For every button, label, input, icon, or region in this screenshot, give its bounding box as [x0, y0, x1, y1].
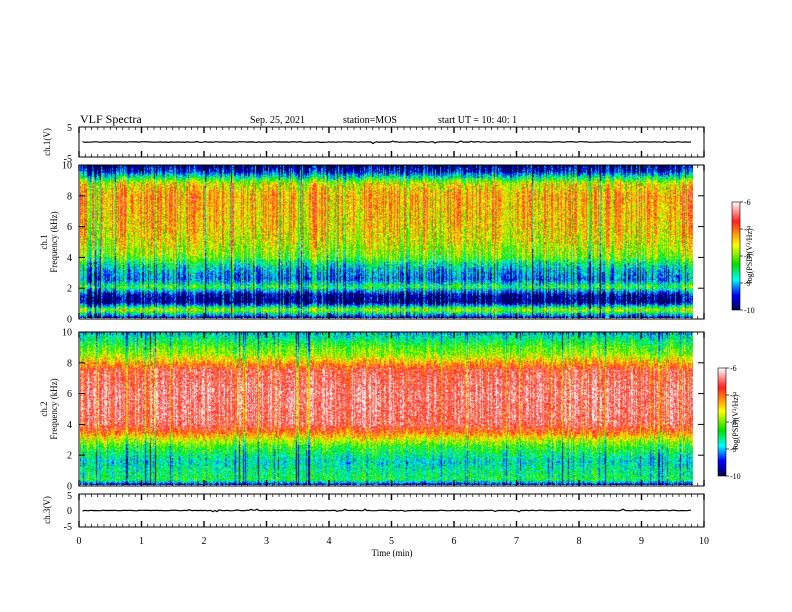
colorbar-tick-label: -10 [744, 306, 755, 315]
ch2-colorbar-label: log(PSD)(V²/Hz) [731, 394, 740, 450]
freq-tick-label: 6 [67, 222, 72, 233]
ch1-waveform-trace [82, 140, 692, 145]
time-tick-label: 4 [327, 536, 332, 547]
ch1-spectrogram-image [80, 165, 693, 318]
colorbar-tick-label: -7 [730, 391, 737, 400]
ch1-spectrogram-image-wrap [80, 165, 693, 318]
time-tick-label: 2 [202, 536, 207, 547]
colorbar-tick-label: -8 [730, 418, 737, 427]
ch3-ytick-top: 5 [67, 491, 72, 502]
ch3-waveform-trace [82, 508, 692, 513]
ch2-spectrogram-image-wrap [80, 332, 693, 485]
time-tick-label: 10 [699, 536, 709, 547]
time-tick-label: 0 [77, 536, 82, 547]
time-tick-label: 8 [577, 536, 582, 547]
ch1-colorbar [731, 201, 741, 311]
ch1-spectrogram-panel: 0 2 4 6 8 10 ch.1 Frequency (kHz) -6 -7 -8 -9 -10… [39, 161, 755, 326]
ch3-ytick-mid: 0 [67, 506, 72, 517]
date-label: Sep. 25, 2021 [250, 115, 305, 126]
ch2-spectrogram-yticks: 0 2 4 6 8 10 [62, 328, 704, 493]
ch1-spectrogram-yticks: 0 2 4 6 8 10 [62, 161, 704, 326]
freq-tick-label: 8 [67, 191, 72, 202]
ch1-spectrogram-ylabel-channel: ch.1 [39, 234, 49, 249]
time-tick-label: 7 [514, 536, 519, 547]
ch1-waveform-ylabel: ch.1(V) [42, 128, 52, 156]
ch1-spectrogram-ylabel-frequency: Frequency (kHz) [49, 211, 59, 272]
ch1-colorbar-ticks: -6 -7 -8 -9 -10 [740, 198, 755, 315]
freq-tick-label: 2 [67, 451, 72, 462]
ch3-waveform-ylabel: ch.3(V) [42, 496, 52, 524]
freq-tick-label: 6 [67, 389, 72, 400]
start-time-label: start UT = 10: 40: 1 [438, 115, 517, 126]
ch2-spectrogram-ylabel-frequency: Frequency (kHz) [49, 378, 59, 439]
figure-title: VLF Spectra [80, 112, 142, 126]
freq-tick-label: 0 [67, 315, 72, 326]
time-tick-label: 5 [389, 536, 394, 547]
freq-tick-label: 0 [67, 482, 72, 493]
time-tick-label: 6 [452, 536, 457, 547]
ch1-ytick-bottom: -5 [64, 154, 72, 165]
time-axis-tick-labels: 0 1 2 3 4 5 6 7 8 9 10 [77, 536, 710, 547]
colorbar-tick-label: -8 [744, 252, 751, 261]
ch2-spectrogram-ylabel-channel: ch.2 [39, 401, 49, 416]
time-axis-label: Time (min) [372, 548, 413, 558]
freq-tick-label: 10 [62, 161, 72, 172]
freq-tick-label: 10 [62, 328, 72, 339]
time-axis-ticks [78, 127, 705, 527]
ch2-spectrogram-panel: 0 2 4 6 8 10 ch.2 Frequency (kHz) -6 -7 -8 -9 -10… [39, 328, 741, 493]
ch2-colorbar [717, 367, 727, 477]
station-label: station=MOS [343, 115, 397, 126]
time-tick-label: 9 [639, 536, 644, 547]
colorbar-tick-label: -10 [730, 472, 741, 481]
time-tick-label: 1 [139, 536, 144, 547]
ch1-ytick-top: 5 [67, 123, 72, 134]
figure-header: VLF Spectra Sep. 25, 2021 station=MOS st… [80, 112, 517, 126]
time-tick-label: 3 [264, 536, 269, 547]
ch2-colorbar-ticks: -6 -7 -8 -9 -10 [726, 364, 741, 481]
freq-tick-label: 4 [67, 253, 72, 264]
colorbar-tick-label: -6 [744, 198, 751, 207]
freq-tick-label: 4 [67, 420, 72, 431]
freq-tick-label: 8 [67, 358, 72, 369]
colorbar-tick-label: -7 [744, 225, 751, 234]
colorbar-tick-label: -9 [744, 279, 751, 288]
ch2-spectrogram-image [80, 332, 693, 485]
waveform-line [82, 140, 692, 145]
colorbar-tick-label: -9 [730, 445, 737, 454]
waveform-line [82, 508, 692, 513]
freq-tick-label: 2 [67, 284, 72, 295]
ch3-ytick-bottom: -5 [64, 522, 72, 533]
colorbar-tick-label: -6 [730, 364, 737, 373]
ch1-colorbar-label: log(PSD)(V²/Hz) [745, 228, 754, 284]
